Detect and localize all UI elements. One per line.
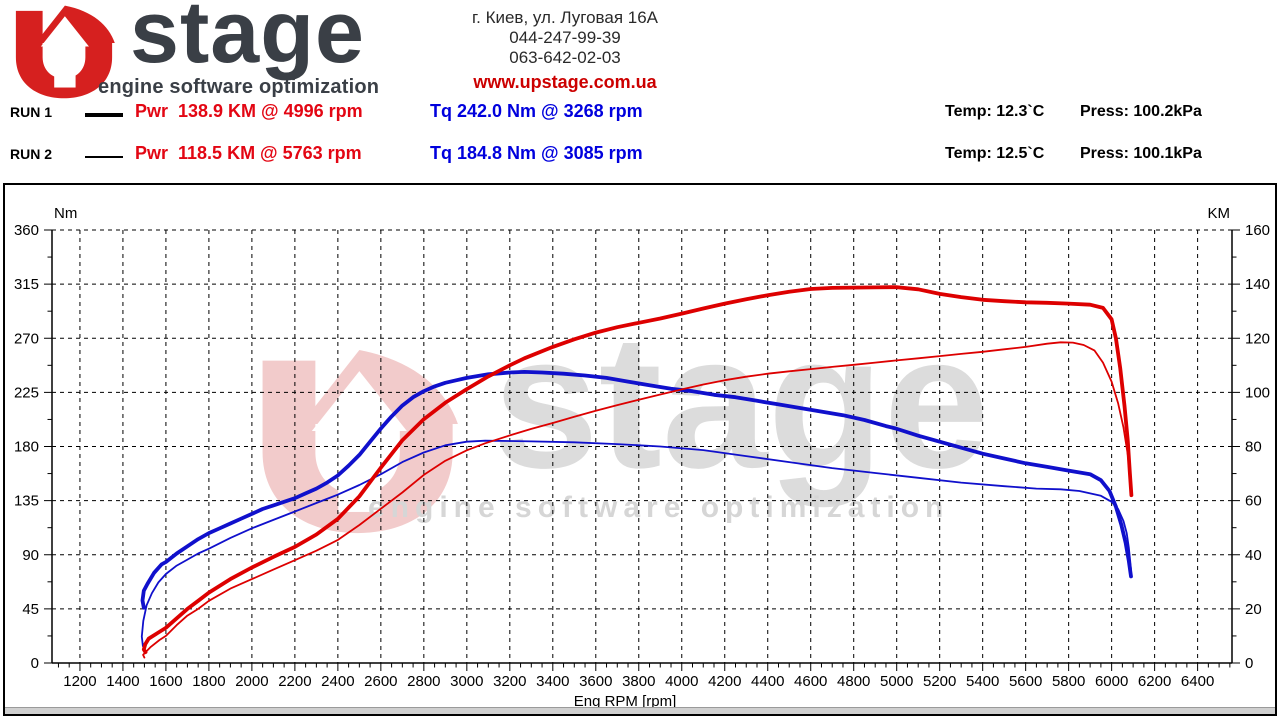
svg-text:80: 80 — [1245, 439, 1262, 456]
dyno-curves — [140, 285, 1134, 659]
svg-text:3200: 3200 — [493, 673, 526, 690]
svg-text:4800: 4800 — [837, 673, 870, 690]
svg-text:4400: 4400 — [751, 673, 784, 690]
svg-text:0: 0 — [1245, 655, 1253, 672]
svg-text:1200: 1200 — [63, 673, 96, 690]
svg-text:2800: 2800 — [407, 673, 440, 690]
svg-text:360: 360 — [14, 222, 39, 239]
svg-text:45: 45 — [22, 601, 39, 618]
svg-text:40: 40 — [1245, 547, 1262, 564]
curve-run-1-torque — [140, 370, 1133, 610]
svg-text:4200: 4200 — [708, 673, 741, 690]
axis-labels: 1200 1400 1600 1800 2000 2200 2400 2600 2800 3000… — [14, 205, 1270, 710]
right-axis-title: KM — [1208, 205, 1231, 222]
run-1-label: RUN 1 — [10, 104, 53, 120]
upstage-u-arrow-icon — [15, 5, 115, 99]
svg-text:6400: 6400 — [1181, 673, 1214, 690]
svg-text:100: 100 — [1245, 384, 1270, 401]
svg-text:270: 270 — [14, 330, 39, 347]
run-1-torque-reading: Tq 242.0 Nm @ 3268 rpm — [430, 101, 643, 121]
run-2-power-reading: Pwr 118.5 KM @ 5763 rpm — [135, 143, 362, 163]
svg-text:1800: 1800 — [192, 673, 225, 690]
company-phone-1: 044-247-99-39 — [509, 28, 621, 47]
horizontal-scrollbar-track[interactable] — [5, 707, 1275, 714]
svg-text:3800: 3800 — [622, 673, 655, 690]
company-address: г. Киев, ул. Луговая 16А — [472, 8, 658, 27]
svg-text:0: 0 — [31, 655, 39, 672]
svg-text:5200: 5200 — [923, 673, 956, 690]
logo-tagline: engine software optimization — [98, 76, 380, 98]
svg-text:3000: 3000 — [450, 673, 483, 690]
dyno-chart-panel: stage engine software optimization 1200 140… — [3, 183, 1277, 716]
company-contact-block: г. Киев, ул. Луговая 16А 044-247-99-39 0… — [400, 8, 730, 93]
curve-run-2-torque — [140, 439, 1132, 648]
svg-text:2600: 2600 — [364, 673, 397, 690]
svg-text:160: 160 — [1245, 222, 1270, 239]
svg-text:225: 225 — [14, 384, 39, 401]
run-2-pressure: Press: 100.1kPa — [1080, 145, 1202, 162]
svg-text:engine software optimization: engine software optimization — [368, 491, 949, 524]
svg-text:3400: 3400 — [536, 673, 569, 690]
svg-text:180: 180 — [14, 439, 39, 456]
run-2-torque-reading: Tq 184.8 Nm @ 3085 rpm — [430, 143, 643, 163]
svg-text:Nm: Nm — [54, 205, 77, 222]
svg-text:120: 120 — [1245, 330, 1270, 347]
svg-text:stage: stage — [493, 296, 989, 508]
run-1-temperature: Temp: 12.3`C — [945, 103, 1045, 120]
upstage-logo: stage engine software optimization — [8, 0, 438, 102]
svg-text:5400: 5400 — [966, 673, 999, 690]
svg-text:6200: 6200 — [1138, 673, 1171, 690]
logo-brand-text: stage — [130, 0, 365, 81]
svg-text:4600: 4600 — [794, 673, 827, 690]
svg-text:60: 60 — [1245, 493, 1262, 510]
tick-marks — [44, 229, 1240, 671]
svg-text:20: 20 — [1245, 601, 1262, 618]
svg-text:2200: 2200 — [278, 673, 311, 690]
svg-text:90: 90 — [22, 547, 39, 564]
svg-text:5000: 5000 — [880, 673, 913, 690]
run-1-line-swatch — [85, 113, 123, 117]
svg-text:4000: 4000 — [665, 673, 698, 690]
svg-text:2000: 2000 — [235, 673, 268, 690]
company-phone-2: 063-642-02-03 — [509, 48, 621, 67]
curve-run-1-power — [141, 285, 1134, 655]
run-1-power-reading: Pwr 138.9 KM @ 4996 rpm — [135, 101, 363, 121]
svg-text:140: 140 — [1245, 276, 1270, 293]
run-2-temperature: Temp: 12.5`C — [945, 145, 1045, 162]
run-2-label: RUN 2 — [10, 146, 53, 162]
run-1-row: RUN 1 Pwr 138.9 KM @ 4996 rpm Tq 242.0 N… — [0, 101, 1280, 127]
svg-text:3600: 3600 — [579, 673, 612, 690]
svg-text:315: 315 — [14, 276, 39, 293]
run-2-line-swatch — [85, 156, 123, 158]
x-axis-title: Eng RPM [rpm] — [574, 693, 677, 710]
svg-text:2400: 2400 — [321, 673, 354, 690]
svg-text:135: 135 — [14, 493, 39, 510]
svg-text:1400: 1400 — [106, 673, 139, 690]
curve-run-2-power — [142, 341, 1133, 659]
run-2-row: RUN 2 Pwr 118.5 KM @ 5763 rpm Tq 184.8 N… — [0, 143, 1280, 169]
svg-text:6000: 6000 — [1095, 673, 1128, 690]
svg-text:5600: 5600 — [1009, 673, 1042, 690]
svg-text:5800: 5800 — [1052, 673, 1085, 690]
company-website: www.upstage.com.ua — [473, 72, 657, 92]
run-1-pressure: Press: 100.2kPa — [1080, 103, 1202, 120]
svg-text:1600: 1600 — [149, 673, 182, 690]
